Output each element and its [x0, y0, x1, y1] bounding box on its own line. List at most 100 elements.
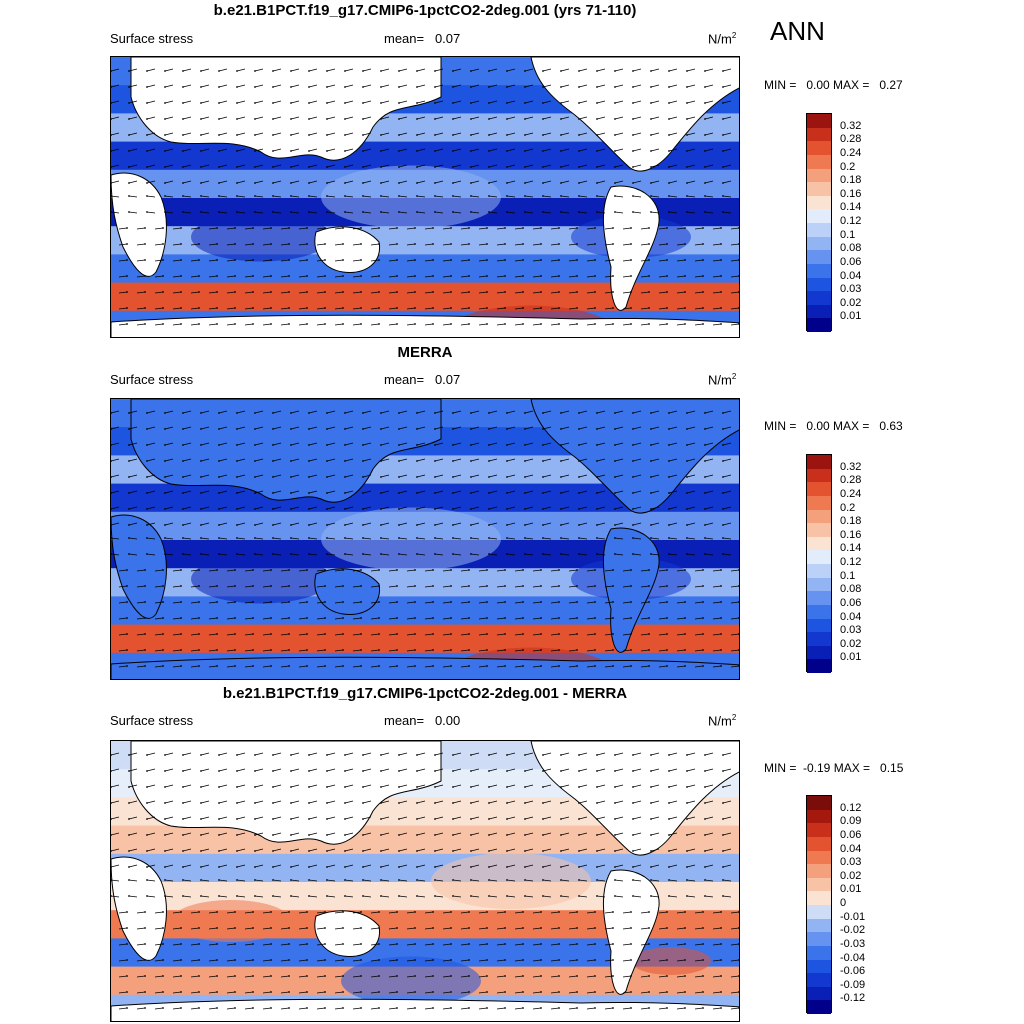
wind-vector: [406, 243, 416, 246]
wind-vector-head: [378, 243, 380, 245]
wind-vector: [686, 879, 696, 882]
wind-vector: [334, 307, 344, 310]
wind-vector: [200, 752, 210, 756]
wind-vector-head: [542, 866, 544, 868]
wind-vector-head: [452, 460, 454, 462]
wind-vector-head: [470, 834, 472, 836]
wind-vector: [111, 506, 120, 510]
wind-vector: [560, 768, 570, 772]
wind-vector-head: [704, 70, 706, 72]
wind-vector-head: [542, 537, 544, 539]
wind-vector-head: [111, 786, 112, 788]
wind-vector-head: [722, 834, 724, 836]
wind-vector: [136, 943, 146, 946]
colorbar-swatch: [807, 127, 831, 142]
wind-vector-head: [111, 102, 112, 104]
wind-vector-head: [684, 911, 686, 913]
wind-vector: [416, 474, 426, 478]
wind-vector-head: [234, 1007, 236, 1009]
wind-vector: [308, 68, 318, 72]
wind-vector: [254, 864, 264, 868]
wind-vector: [298, 585, 308, 588]
wind-vector-head: [270, 569, 272, 571]
wind-vector-head: [560, 770, 562, 772]
wind-vector: [434, 100, 444, 104]
wind-vector: [470, 458, 480, 462]
wind-vector: [146, 100, 156, 104]
wind-vector-head: [308, 879, 310, 881]
wind-vector-head: [362, 86, 364, 88]
wind-vector: [578, 410, 588, 414]
wind-vector-head: [236, 818, 238, 820]
wind-vector: [434, 132, 444, 136]
wind-vector: [460, 275, 470, 278]
wind-vector: [604, 291, 614, 294]
wind-vector-head: [126, 959, 128, 961]
wind-vector-head: [380, 508, 382, 510]
wind-vector-head: [434, 492, 436, 494]
wind-vector-head: [722, 150, 724, 152]
wind-vector: [704, 148, 714, 152]
wind-vector: [308, 848, 318, 852]
wind-vector: [722, 180, 732, 184]
wind-vector: [560, 474, 570, 478]
wind-vector: [586, 665, 596, 668]
wind-vector-head: [434, 118, 436, 120]
wind-vector-head: [288, 569, 290, 571]
wind-vector-head: [218, 537, 220, 539]
wind-vector-head: [414, 959, 416, 961]
wind-vector: [668, 195, 678, 198]
wind-vector-head: [252, 943, 254, 945]
wind-vector: [352, 227, 362, 230]
wind-vector-head: [380, 818, 382, 820]
wind-vector: [172, 585, 182, 588]
wind-vector: [578, 553, 588, 556]
wind-vector-head: [450, 601, 452, 603]
wind-vector-head: [738, 585, 739, 587]
wind-vector-head: [360, 291, 362, 293]
wind-vector-head: [666, 959, 668, 961]
wind-vector: [622, 975, 632, 978]
wind-vector: [262, 927, 272, 930]
wind-vector-head: [180, 1007, 182, 1009]
wind-vector-head: [578, 118, 580, 120]
wind-vector-head: [416, 802, 418, 804]
wind-vector-head: [218, 786, 220, 788]
wind-vector-head: [234, 243, 236, 245]
wind-vector-head: [126, 1007, 128, 1009]
wind-vector: [650, 537, 660, 540]
wind-vector-head: [398, 476, 400, 478]
wind-vector: [334, 943, 344, 946]
wind-vector: [568, 243, 578, 246]
wind-vector: [146, 879, 156, 882]
wind-vector: [694, 649, 704, 652]
wind-vector: [308, 879, 318, 882]
wind-vector: [470, 164, 480, 168]
wind-vector-head: [182, 850, 184, 852]
wind-vector: [658, 665, 668, 668]
wind-vector-head: [720, 1007, 722, 1009]
wind-vector-head: [650, 770, 652, 772]
wind-vector-head: [414, 633, 416, 635]
wind-vector-head: [218, 524, 220, 526]
wind-vector: [496, 649, 506, 652]
wind-vector-head: [342, 243, 344, 245]
wind-vector-head: [180, 227, 182, 229]
wind-vector-head: [234, 911, 236, 913]
wind-vector-head: [272, 182, 274, 184]
wind-vector: [532, 259, 542, 262]
wind-vector-head: [272, 195, 274, 197]
panel-3-minmax: MIN = -0.19 MAX = 0.15: [764, 761, 904, 775]
wind-vector: [668, 537, 678, 540]
wind-vector: [370, 1007, 380, 1010]
map-landmass: [530, 57, 739, 172]
wind-vector-head: [434, 879, 436, 881]
wind-vector: [352, 1007, 362, 1010]
wind-vector-head: [486, 323, 488, 325]
wind-vector: [686, 848, 696, 852]
wind-vector: [434, 879, 444, 882]
wind-vector-head: [668, 195, 670, 197]
wind-vector: [568, 569, 578, 572]
wind-vector-head: [686, 524, 688, 526]
wind-vector: [632, 164, 642, 168]
